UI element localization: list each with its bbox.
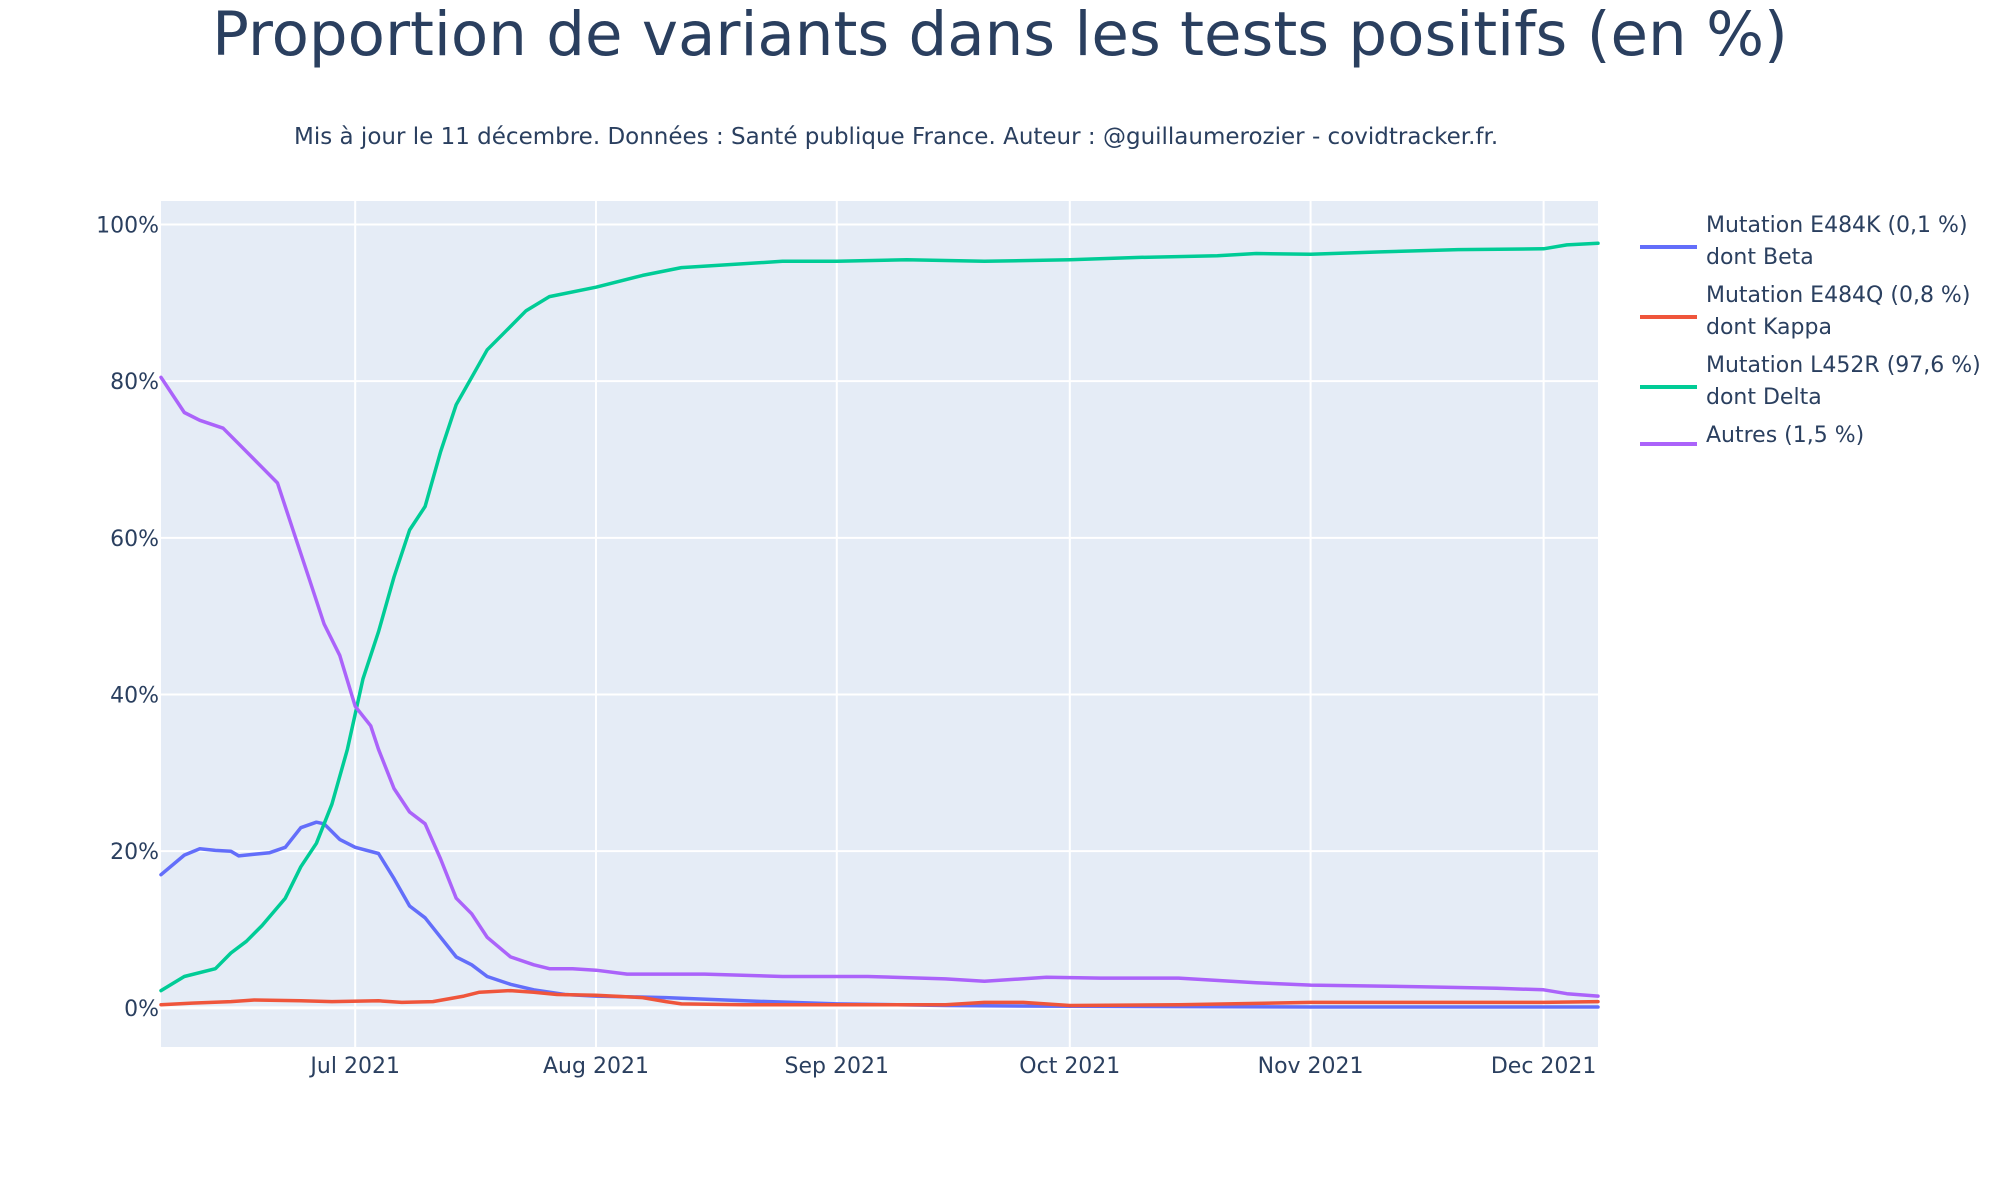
legend-item[interactable]: Autres (1,5 %) xyxy=(1640,423,1864,448)
series-line xyxy=(159,375,1600,998)
x-axis-ticks: Jul 2021 Aug 2021 Sep 2021 Oct 2021 Nov 2021… xyxy=(308,1054,1596,1079)
y-tick-label: 60% xyxy=(110,527,159,552)
series-line xyxy=(159,820,1600,1009)
x-tick-label: Aug 2021 xyxy=(543,1054,649,1079)
x-tick-label: Oct 2021 xyxy=(1019,1054,1120,1079)
y-tick-label: 20% xyxy=(110,840,159,865)
x-tick-label: Nov 2021 xyxy=(1258,1054,1364,1079)
legend-label: Autres (1,5 %) xyxy=(1706,423,1864,448)
series-line xyxy=(159,988,1600,1008)
y-tick-label: 100% xyxy=(96,214,159,239)
legend-label: Mutation L452R (97,6 %) dont Delta xyxy=(1706,353,1981,410)
legend-label: Mutation E484K (0,1 %) dont Beta xyxy=(1706,213,1968,270)
y-tick-label: 40% xyxy=(110,684,159,709)
y-tick-label: 80% xyxy=(110,370,159,395)
legend-item[interactable]: Mutation E484K (0,1 %) dont Beta xyxy=(1640,213,1968,270)
series-line xyxy=(159,241,1600,993)
x-tick-label: Jul 2021 xyxy=(308,1054,400,1079)
chart-subtitle: Mis à jour le 11 décembre. Données : San… xyxy=(294,124,1499,150)
legend-item[interactable]: Mutation L452R (97,6 %) dont Delta xyxy=(1640,353,1981,410)
y-axis-ticks: 0% 20% 40% 60% 80% 100% xyxy=(96,214,159,1022)
legend-label: Mutation E484Q (0,8 %) dont Kappa xyxy=(1706,283,1970,340)
grid-lines xyxy=(161,201,1598,1047)
plot-area xyxy=(161,201,1598,1047)
legend[interactable]: Mutation E484K (0,1 %) dont Beta Mutation … xyxy=(1640,213,1981,448)
y-tick-label: 0% xyxy=(124,997,159,1022)
legend-item[interactable]: Mutation E484Q (0,8 %) dont Kappa xyxy=(1640,283,1970,340)
x-tick-label: Dec 2021 xyxy=(1491,1054,1597,1079)
series-lines xyxy=(159,241,1600,1009)
chart-title: Proportion de variants dans les tests po… xyxy=(212,0,1788,70)
x-tick-label: Sep 2021 xyxy=(785,1054,889,1079)
